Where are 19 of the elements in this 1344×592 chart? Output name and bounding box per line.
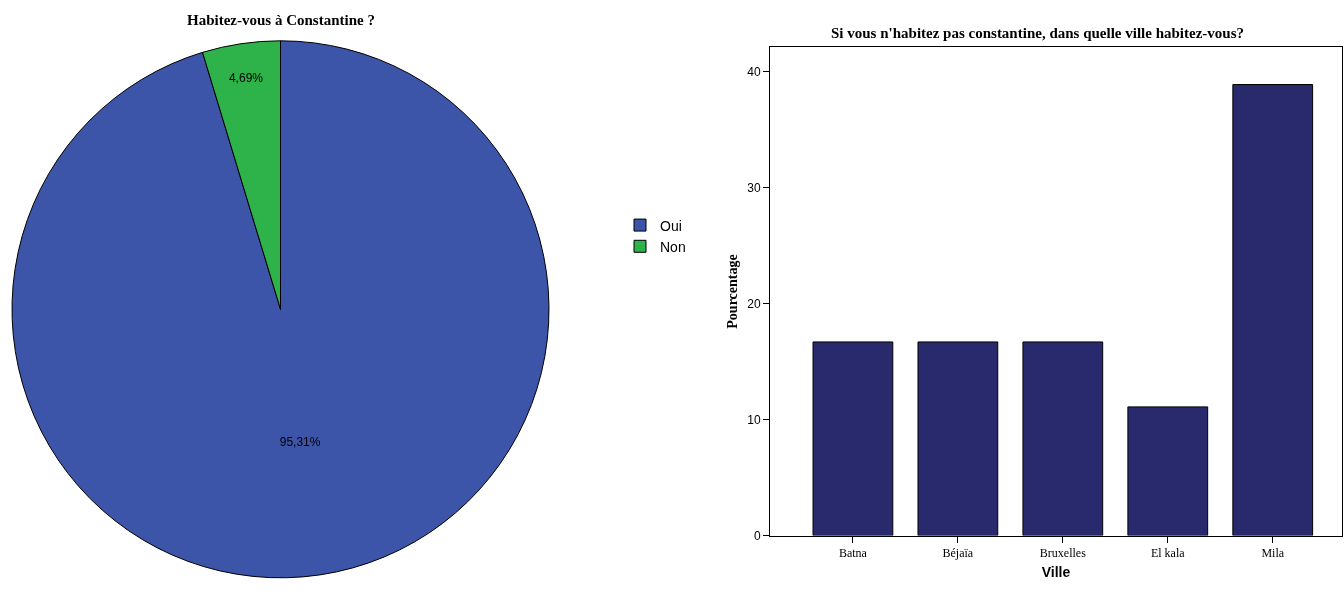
x-tick-label: El kala [1150, 545, 1186, 560]
legend-label: Non [660, 238, 686, 255]
x-tick-label: Béjaïa [942, 545, 974, 560]
y-tick-label: 10 [747, 412, 761, 427]
y-axis-title: Pourcentage [724, 254, 740, 329]
y-tick-label: 30 [747, 180, 761, 195]
y-tick-label: 40 [747, 64, 761, 79]
x-tick-label: Mila [1261, 545, 1285, 560]
pie-slice [11, 40, 550, 579]
y-tick-label: 0 [753, 528, 761, 543]
chart-title: Si vous n'habitez pas constantine, dans quelle ville habitez-vous? [831, 25, 1244, 41]
chart-title: Habitez-vous à Constantine ? [187, 12, 375, 28]
data-label: 95,31% [279, 435, 321, 450]
x-tick-label: Batna [838, 545, 868, 560]
x-tick-label: Bruxelles [1039, 545, 1087, 560]
y-tick-label: 20 [747, 296, 761, 311]
x-axis-title: Ville [1041, 564, 1071, 581]
legend-label: Oui [660, 217, 682, 234]
data-label: 4,69% [228, 70, 264, 85]
